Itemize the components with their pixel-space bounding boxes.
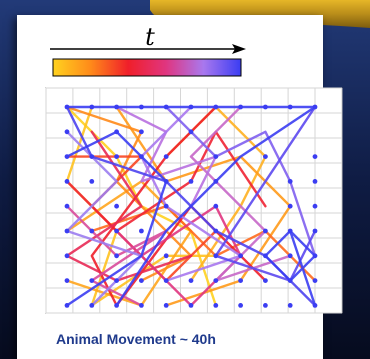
movement-track — [264, 229, 317, 307]
location-node — [114, 228, 119, 234]
location-node — [213, 228, 219, 234]
location-node — [188, 104, 194, 110]
location-nodes — [64, 104, 318, 308]
time-arrow-head — [232, 44, 246, 54]
location-node — [64, 203, 70, 209]
location-node — [89, 179, 95, 184]
location-node — [89, 303, 95, 308]
location-node — [287, 278, 293, 283]
location-node — [64, 104, 70, 110]
location-node — [64, 228, 70, 234]
location-node — [163, 154, 169, 160]
location-node — [64, 129, 70, 135]
location-node — [114, 278, 119, 283]
location-node — [287, 253, 293, 259]
location-node — [89, 104, 95, 110]
location-node — [238, 104, 244, 110]
location-node — [163, 104, 169, 110]
location-node — [238, 303, 244, 308]
location-node — [213, 104, 219, 110]
location-node — [163, 179, 169, 184]
location-node — [287, 303, 293, 308]
location-node — [114, 203, 119, 209]
location-node — [64, 253, 70, 259]
location-node — [238, 278, 244, 283]
location-node — [188, 179, 194, 184]
location-node — [312, 154, 318, 160]
location-node — [238, 253, 244, 259]
location-node — [312, 303, 318, 308]
location-node — [89, 278, 95, 283]
location-node — [64, 154, 70, 160]
location-node — [163, 203, 169, 209]
location-node — [312, 203, 318, 209]
location-node — [139, 228, 144, 234]
location-node — [213, 303, 219, 308]
location-node — [263, 154, 268, 160]
location-node — [312, 278, 318, 283]
location-node — [114, 129, 119, 135]
location-node — [114, 154, 119, 160]
location-node — [139, 278, 144, 283]
location-node — [263, 278, 268, 283]
location-node — [64, 303, 70, 308]
location-node — [312, 179, 318, 184]
location-node — [213, 154, 219, 160]
location-node — [188, 129, 194, 135]
location-node — [64, 278, 70, 283]
location-node — [312, 104, 318, 110]
location-node — [287, 179, 293, 184]
location-node — [139, 303, 144, 308]
location-node — [163, 278, 169, 283]
location-node — [89, 228, 95, 234]
location-node — [139, 129, 144, 135]
location-node — [263, 228, 268, 234]
location-node — [114, 303, 119, 308]
location-node — [263, 253, 268, 259]
location-node — [312, 228, 318, 234]
location-node — [263, 303, 268, 308]
location-node — [287, 228, 293, 234]
location-node — [89, 154, 95, 160]
time-colorbar — [52, 58, 242, 77]
location-node — [188, 303, 194, 308]
location-node — [64, 179, 70, 184]
location-node — [114, 253, 119, 259]
location-node — [213, 253, 219, 259]
location-node — [163, 253, 169, 259]
location-node — [114, 104, 119, 110]
location-node — [287, 203, 293, 209]
location-node — [287, 104, 293, 110]
movement-track — [65, 105, 317, 307]
caption: Animal Movement ~ 40h — [56, 331, 216, 347]
location-node — [213, 203, 219, 209]
location-node — [139, 104, 144, 110]
location-node — [188, 278, 194, 283]
location-node — [139, 154, 144, 160]
location-node — [263, 104, 268, 110]
location-node — [213, 278, 219, 283]
movement-track — [115, 105, 218, 208]
location-node — [213, 179, 219, 184]
location-node — [163, 303, 169, 308]
location-node — [312, 253, 318, 259]
time-label: t — [145, 23, 155, 51]
movement-track — [164, 105, 317, 258]
